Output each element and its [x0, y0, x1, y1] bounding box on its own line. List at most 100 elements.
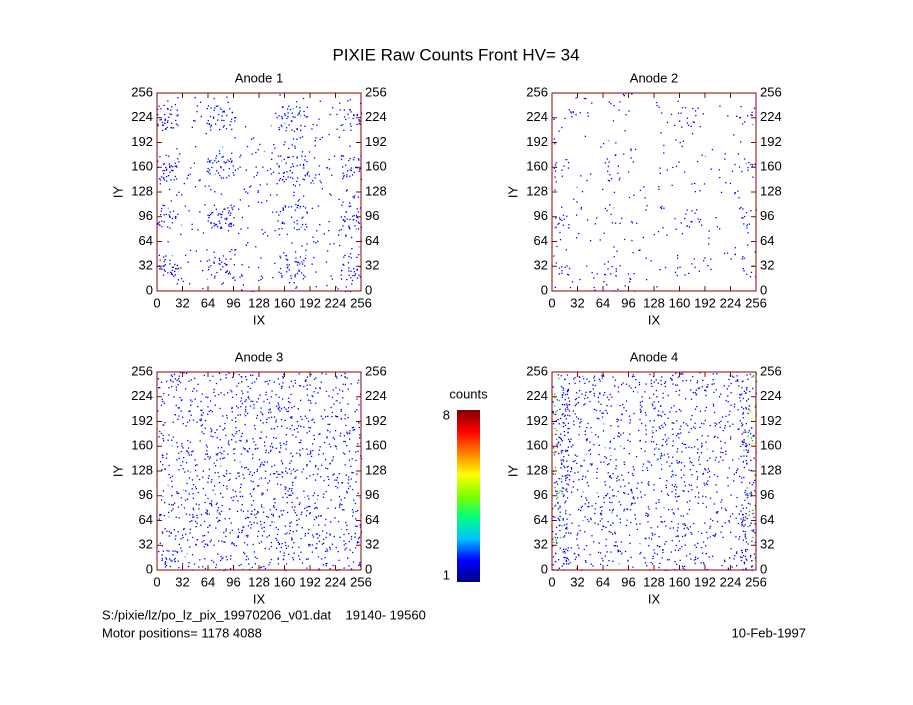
pixel-texture	[567, 454, 570, 456]
pixel-texture	[173, 179, 175, 181]
pixel-texture	[210, 502, 212, 504]
pixel-texture	[589, 453, 592, 455]
pixel-texture	[307, 453, 309, 455]
pixel-texture	[329, 534, 331, 536]
pixel-texture	[743, 449, 745, 452]
y-tick-label: 0	[146, 561, 153, 576]
pixel-texture	[582, 475, 584, 477]
pixel-texture	[286, 259, 289, 261]
pixel-texture	[227, 273, 230, 275]
pixel-texture	[606, 551, 608, 553]
pixel-texture	[737, 153, 740, 155]
pixel-texture	[733, 376, 735, 378]
pixel-texture	[576, 201, 578, 203]
pixel-texture	[633, 498, 635, 500]
pixel-texture	[209, 173, 211, 175]
pixel-texture	[741, 387, 743, 389]
pixel-texture	[665, 381, 667, 383]
pixel-texture	[657, 382, 659, 384]
pixel-texture	[284, 205, 286, 207]
pixel-texture	[158, 387, 160, 389]
pixel-texture	[746, 559, 748, 561]
pixel-texture	[690, 398, 693, 400]
pixel-texture	[337, 415, 339, 418]
pixel-texture	[350, 535, 353, 538]
pixel-texture	[592, 565, 594, 567]
pixel-texture	[263, 521, 266, 524]
pixel-texture	[576, 489, 579, 491]
pixel-texture	[566, 449, 569, 452]
pixel-texture	[559, 444, 561, 446]
pixel-texture	[356, 541, 359, 543]
pixel-texture	[587, 397, 589, 399]
pixel-texture	[750, 427, 753, 429]
pixel-texture	[720, 451, 722, 453]
pixel-texture	[651, 436, 653, 438]
pixel-texture	[220, 166, 222, 168]
pixel-texture	[607, 165, 609, 168]
pixel-texture	[187, 470, 189, 472]
pixel-texture	[349, 432, 351, 435]
pixel-texture	[565, 560, 568, 562]
pixel-texture	[564, 117, 566, 120]
pixel-texture	[314, 177, 316, 179]
pixel-texture	[332, 389, 334, 391]
pixel-texture	[171, 375, 173, 378]
pixel-texture	[665, 487, 667, 489]
pixel-texture	[695, 558, 697, 560]
pixel-texture	[565, 477, 567, 479]
pixel-texture	[350, 111, 352, 113]
pixel-texture	[196, 390, 198, 392]
pixel-texture	[555, 420, 558, 422]
pixel-texture	[564, 550, 566, 552]
pixel-texture	[245, 466, 247, 469]
pixel-texture	[169, 166, 171, 169]
pixel-texture	[680, 469, 682, 471]
pixel-texture	[643, 557, 645, 559]
pixel-texture	[226, 485, 228, 487]
pixel-texture	[555, 526, 558, 529]
pixel-texture	[645, 414, 647, 416]
pixel-texture	[554, 454, 556, 457]
pixel-texture	[555, 525, 557, 527]
pixel-texture	[330, 521, 332, 523]
pixel-texture	[347, 100, 349, 102]
pixel-texture	[302, 163, 305, 166]
pixel-texture	[566, 405, 568, 407]
pixel-texture	[216, 226, 219, 228]
pixel-texture	[647, 515, 649, 517]
pixel-texture	[346, 189, 348, 191]
pixel-texture	[324, 524, 326, 526]
pixel-texture	[585, 391, 587, 393]
pixel-texture	[712, 403, 715, 405]
pixel-texture	[176, 379, 178, 381]
pixel-texture	[267, 516, 269, 518]
pixel-texture	[620, 541, 623, 543]
pixel-texture	[608, 101, 610, 103]
pixel-texture	[316, 543, 318, 545]
pixel-texture	[655, 379, 657, 381]
pixel-texture	[608, 399, 610, 401]
pixel-texture	[237, 472, 239, 474]
pixel-texture	[710, 518, 712, 520]
y-tick-label-right: 160	[760, 159, 782, 174]
pixel-texture	[345, 118, 347, 121]
pixel-texture	[745, 443, 747, 445]
pixel-texture	[235, 405, 238, 407]
pixel-texture	[574, 413, 576, 415]
pixel-texture	[242, 284, 244, 286]
pixel-texture	[268, 412, 270, 414]
pixel-texture	[659, 269, 661, 271]
pixel-texture	[222, 282, 224, 284]
pixel-texture	[251, 504, 253, 506]
pixel-texture	[740, 445, 742, 447]
pixel-texture	[650, 538, 653, 540]
pixel-texture	[557, 449, 559, 451]
pixel-texture	[589, 391, 591, 393]
pixel-texture	[644, 197, 646, 199]
pixel-texture	[327, 476, 329, 478]
pixel-texture	[308, 543, 310, 546]
pixel-texture	[641, 396, 643, 398]
pixel-texture	[750, 459, 752, 461]
